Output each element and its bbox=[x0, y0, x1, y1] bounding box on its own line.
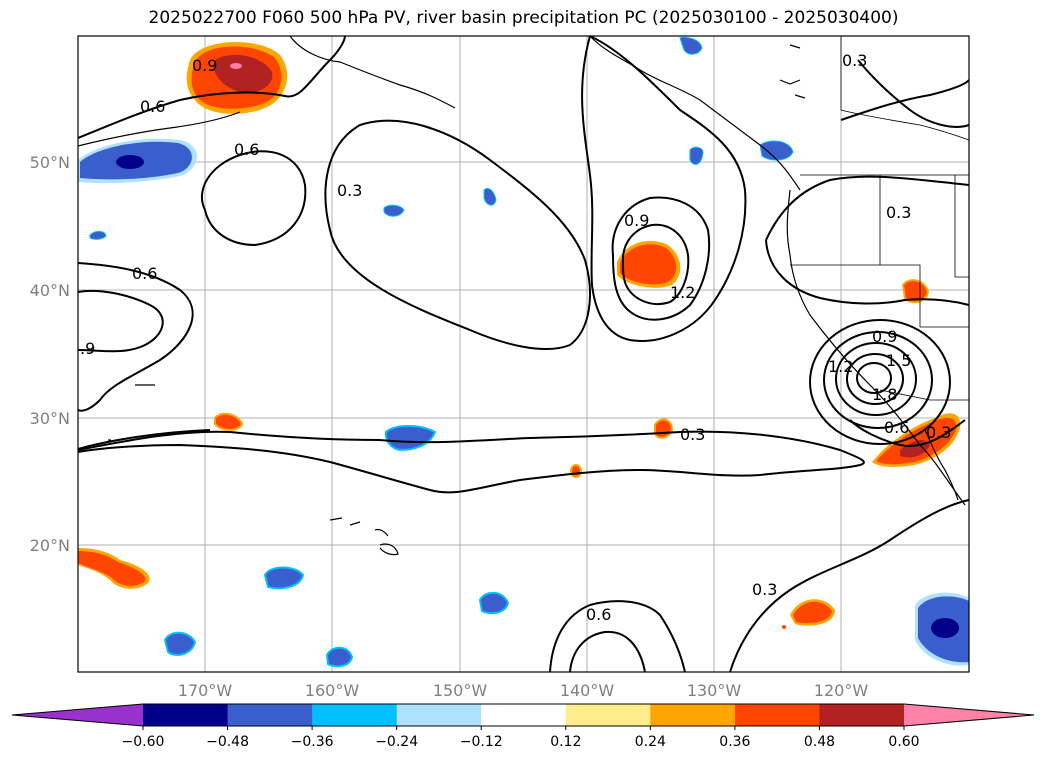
colorbar-segment bbox=[650, 704, 736, 726]
pv-contours bbox=[77, 35, 970, 673]
colorbar-segment bbox=[143, 704, 229, 726]
contour-label: 0.6 bbox=[586, 605, 611, 624]
negative-precip-areas bbox=[78, 36, 969, 668]
coastlines bbox=[77, 35, 966, 556]
latitude-labels: 50°N 40°N 30°N 20°N bbox=[30, 153, 70, 555]
colorbar-tick-label: −0.60 bbox=[122, 734, 165, 750]
contour-label: 1.2 bbox=[828, 357, 853, 376]
contour-label: 0.6 bbox=[140, 97, 165, 116]
contour-label: 0.9 bbox=[624, 211, 649, 230]
colorbar-tick-label: 0.24 bbox=[635, 734, 666, 750]
colorbar-segment bbox=[565, 704, 651, 726]
political-borders bbox=[790, 36, 970, 401]
colorbar-tick-label: 0.60 bbox=[888, 734, 919, 750]
colorbar-segment bbox=[734, 704, 820, 726]
colorbar-tick-label: −0.12 bbox=[460, 734, 503, 750]
lat-label: 30°N bbox=[30, 409, 70, 428]
contour-label: .9 bbox=[80, 339, 95, 358]
colorbar-tick-label: 0.48 bbox=[804, 734, 835, 750]
lon-label: 160°W bbox=[305, 681, 360, 700]
colorbar-tick-label: 0.12 bbox=[550, 734, 581, 750]
contour-label: 0.9 bbox=[872, 327, 897, 346]
lon-label: 120°W bbox=[814, 681, 869, 700]
colorbar-tick-label: −0.24 bbox=[375, 734, 418, 750]
map-area bbox=[78, 36, 969, 672]
colorbar-left-extension bbox=[12, 704, 143, 726]
contour-label: 1.2 bbox=[670, 283, 695, 302]
contour-label: 0.3 bbox=[752, 580, 777, 599]
lat-label: 50°N bbox=[30, 153, 70, 172]
lat-label: 40°N bbox=[30, 281, 70, 300]
contour-labels: 0.9 0.6 0.6 0.3 0.6 .9 0.9 1.2 0.3 0.3 0… bbox=[80, 51, 951, 624]
lon-label: 150°W bbox=[433, 681, 488, 700]
colorbar-segment bbox=[312, 704, 398, 726]
map-border bbox=[77, 35, 970, 673]
contour-label: 0.6 bbox=[132, 264, 157, 283]
contour-label: 0.6 bbox=[884, 418, 909, 437]
colorbar-segment bbox=[819, 704, 905, 726]
colorbar-right-extension bbox=[904, 704, 1034, 726]
colorbar-tick-label: 0.36 bbox=[719, 734, 750, 750]
colorbar-segment bbox=[481, 704, 567, 726]
positive-precip-areas bbox=[78, 42, 961, 629]
contour-label: 1.8 bbox=[872, 385, 897, 404]
colorbar-segment bbox=[396, 704, 482, 726]
longitude-labels: 170°W 160°W 150°W 140°W 130°W 120°W bbox=[178, 681, 869, 700]
contour-label: 0.3 bbox=[337, 181, 362, 200]
contour-label: 1.5 bbox=[886, 351, 911, 370]
colorbar: −0.60 −0.48 −0.36 −0.24 −0.12 0.12 0.24 0.36 0.4… bbox=[11, 703, 1035, 750]
lon-label: 140°W bbox=[560, 681, 615, 700]
lon-label: 170°W bbox=[178, 681, 233, 700]
contour-label: 0.3 bbox=[680, 425, 705, 444]
colorbar-tick-label: −0.36 bbox=[291, 734, 334, 750]
colorbar-tick-label: −0.48 bbox=[206, 734, 249, 750]
map-title: 2025022700 F060 500 hPa PV, river basin … bbox=[148, 8, 899, 28]
lon-label: 130°W bbox=[687, 681, 742, 700]
contour-label: 0.3 bbox=[926, 423, 951, 442]
contour-label: 0.3 bbox=[886, 203, 911, 222]
contour-label: 0.3 bbox=[842, 51, 867, 70]
lat-label: 20°N bbox=[30, 536, 70, 555]
contour-label: 0.9 bbox=[192, 56, 217, 75]
contour-label: 0.6 bbox=[234, 140, 259, 159]
colorbar-segment bbox=[227, 704, 313, 726]
